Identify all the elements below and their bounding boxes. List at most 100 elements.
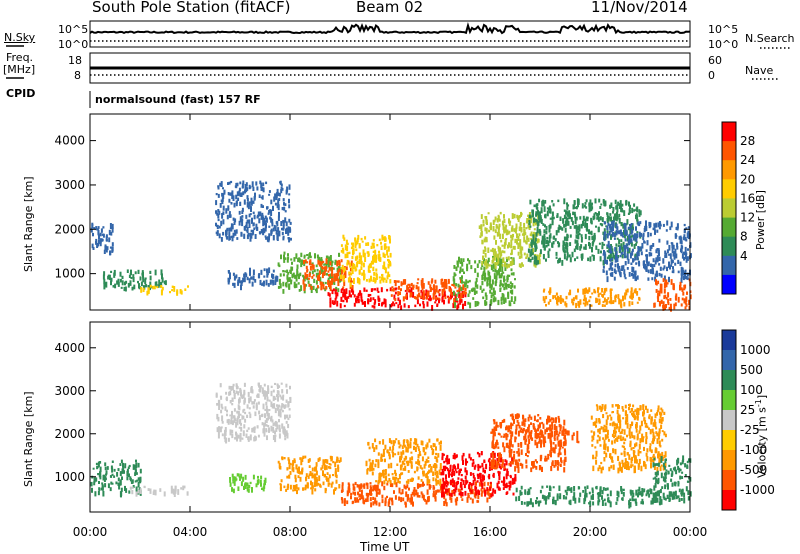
velocity-region-1	[129, 485, 189, 497]
xtick-label: 04:00	[173, 525, 208, 539]
freq-tick-high: 18	[68, 54, 82, 67]
velocity-region-6	[365, 438, 442, 486]
velocity-colorbar-swatch	[722, 330, 736, 351]
xtick-label: 12:00	[373, 525, 408, 539]
velocity-colorbar-tick: 500	[740, 363, 763, 377]
velocity-region-7	[440, 451, 517, 498]
velocity-region-3	[229, 473, 267, 494]
power-region-13	[542, 287, 641, 309]
power-ytick-label: 1000	[54, 267, 85, 281]
power-colorbar-tick: 8	[740, 230, 748, 244]
beam-label: Beam 02	[356, 0, 424, 16]
velocity-region-2	[215, 382, 292, 444]
velocity-colorbar-swatch	[722, 370, 736, 391]
xtick-label: 00:00	[73, 525, 108, 539]
velocity-colorbar-tick: -500	[740, 463, 767, 477]
power-colorbar-tick: 20	[740, 172, 755, 186]
xtick-label: 08:00	[273, 525, 308, 539]
velocity-colorbar-frame	[721, 329, 737, 511]
noise-sky-trace	[89, 21, 691, 35]
power-colorbar-tick: 16	[740, 191, 755, 205]
power-colorbar-swatch	[722, 255, 736, 276]
velocity-colorbar-tick: -1000	[740, 483, 775, 497]
noise-tick-high-right: 10^5	[708, 23, 739, 36]
power-region-0	[90, 222, 114, 256]
velocity-colorbar-tick: -25	[740, 423, 760, 437]
noise-tick-low: 10^0	[58, 38, 89, 51]
power-colorbar-swatch	[722, 179, 736, 199]
power-colorbar-swatch	[722, 198, 736, 218]
velocity-colorbar-swatch	[722, 430, 736, 451]
xtick-label: 16:00	[473, 525, 508, 539]
power-ytick-label: 4000	[54, 134, 85, 148]
velocity-colorbar-swatch	[722, 410, 736, 431]
power-region-8	[340, 234, 392, 287]
velocity-ylabel: Slant Range [km]	[22, 391, 35, 487]
velocity-region-11	[590, 403, 667, 474]
power-colorbar-swatch	[722, 274, 736, 295]
power-colorbar-swatch	[722, 217, 736, 238]
power-region-2	[140, 284, 189, 296]
power-colorbar-swatch	[722, 122, 736, 142]
power-colorbar-swatch	[722, 160, 736, 180]
power-colorbar-swatch	[722, 141, 736, 161]
power-colorbar-tick: 24	[740, 153, 755, 167]
velocity-ytick-label: 2000	[54, 427, 85, 441]
nave-label: Nave	[745, 64, 774, 77]
nave-tick-high: 60	[708, 54, 722, 67]
power-ytick-label: 2000	[54, 222, 85, 236]
noise-panel-frame	[89, 20, 691, 48]
xaxis-label: Time UT	[360, 540, 410, 554]
colorbars: 28 24 20 16 12 8 4 1000 500 100 25 -25 -100 -500 -1000	[721, 121, 775, 511]
power-region-9	[390, 278, 467, 304]
power-region-1	[102, 269, 167, 292]
power-region-3	[215, 180, 292, 243]
nsearch-label: N.Search	[745, 32, 795, 45]
velocity-colorbar-swatch	[722, 470, 736, 491]
velocity-colorbar-tick: 1000	[740, 343, 771, 357]
power-ytick-label: 3000	[54, 178, 85, 192]
power-colorbar-label: Power [dB]	[754, 190, 767, 250]
power-region-10	[452, 255, 517, 309]
velocity-region-4	[277, 455, 342, 495]
velocity-colorbar-tick: -100	[740, 443, 767, 457]
power-ylabel: Slant Range [km]	[22, 176, 35, 272]
cpid-text: normalsound (fast) 157 RF	[95, 93, 261, 106]
noise-tick-high: 10^5	[58, 23, 89, 36]
velocity-colorbar-swatch	[722, 490, 736, 511]
power-region-15	[653, 278, 692, 312]
velocity-ytick-label: 1000	[54, 470, 85, 484]
velocity-ytick-label: 3000	[54, 384, 85, 398]
station-title: South Pole Station (fitACF)	[92, 0, 291, 16]
date-label: 11/Nov/2014	[591, 0, 688, 16]
velocity-colorbar-swatch	[722, 450, 736, 471]
freq-tick-low: 8	[74, 69, 81, 82]
xtick-label: 00:00	[673, 525, 708, 539]
freq-unit-label: [MHz]	[3, 63, 36, 76]
velocity-colorbar-swatch	[722, 350, 736, 371]
velocity-ytick-label: 4000	[54, 341, 85, 355]
noise-tick-low-right: 10^0	[708, 38, 739, 51]
cpid-label: CPID	[6, 87, 36, 100]
velocity-region-9	[527, 427, 580, 447]
nave-tick-low: 0	[708, 69, 715, 82]
power-colorbar-tick: 4	[740, 249, 748, 263]
xtick-label: 20:00	[573, 525, 608, 539]
power-colorbar-swatch	[722, 236, 736, 257]
velocity-colorbar-tick: 100	[740, 383, 763, 397]
axis-ticks: 00:00 04:00 08:00 12:00 16:00 20:00 00:00	[73, 525, 708, 539]
velocity-colorbar-tick: 25	[740, 403, 755, 417]
power-colorbar-tick: 28	[740, 134, 755, 148]
power-region-4	[227, 267, 279, 291]
power-heatmap: 1000 2000 3000 4000	[54, 113, 692, 312]
freq-label: Freq.	[6, 51, 34, 64]
velocity-region-10	[515, 485, 667, 509]
velocity-heatmap: 1000 2000 3000 4000	[54, 321, 692, 513]
velocity-colorbar-label: Velocity [m s-1]	[754, 394, 769, 478]
power-region-14	[602, 220, 692, 283]
nsky-label: N.Sky	[4, 31, 36, 44]
noise-frequency-strips	[6, 21, 790, 80]
power-colorbar-tick: 12	[740, 211, 755, 225]
velocity-colorbar-swatch	[722, 390, 736, 411]
